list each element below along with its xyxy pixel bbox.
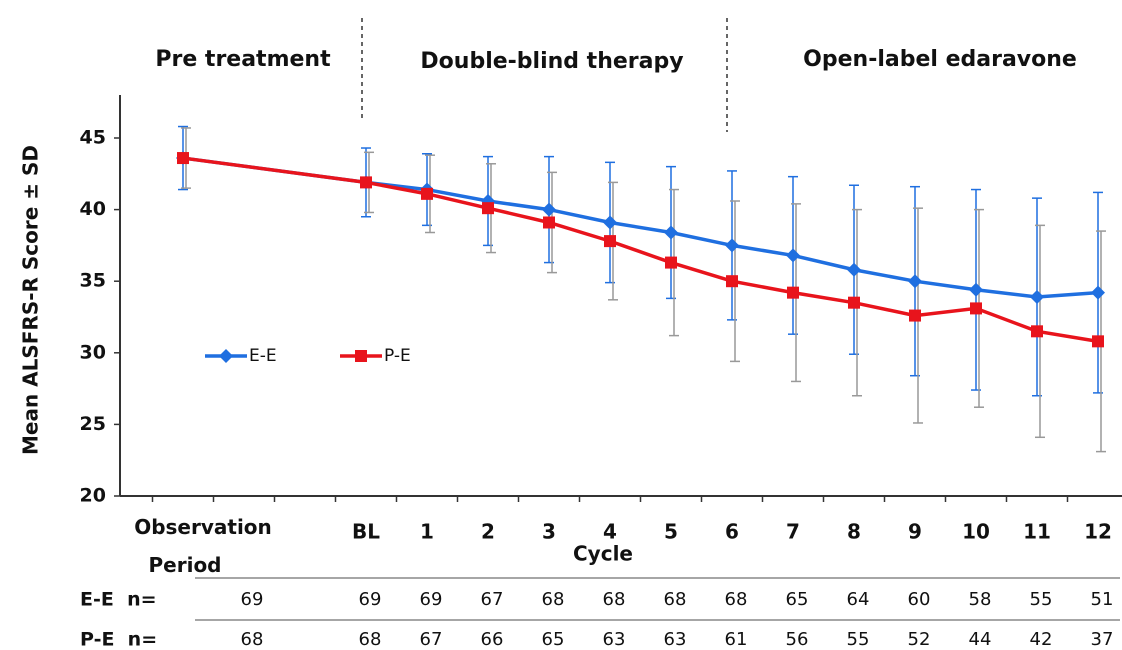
marker: [665, 256, 677, 269]
x-tick-label: 7: [786, 520, 800, 544]
table-cell: 67: [420, 629, 443, 650]
marker: [908, 274, 922, 289]
table-cell: 68: [359, 629, 382, 650]
marker: [970, 302, 982, 315]
table-cell: 60: [908, 589, 931, 610]
marker: [847, 262, 861, 277]
marker: [726, 275, 738, 288]
table-cell: 63: [664, 629, 687, 650]
marker: [1031, 325, 1043, 338]
x-tick-label: 5: [664, 520, 678, 544]
table-cell: 37: [1091, 629, 1114, 650]
x-tick-label: 3: [542, 520, 556, 544]
y-tick-label: 30: [80, 341, 106, 363]
table-cell: 68: [725, 589, 748, 610]
marker: [482, 202, 494, 215]
marker: [725, 238, 739, 253]
x-tick-label: 10: [962, 520, 990, 544]
table-cell: 65: [542, 629, 565, 650]
marker: [787, 286, 799, 299]
x-tick-label: 1: [420, 520, 434, 544]
legend-marker: [355, 350, 367, 362]
marker: [664, 225, 678, 240]
marker: [1030, 289, 1044, 304]
x-tick-label: 12: [1084, 520, 1112, 544]
table-cell: 64: [847, 589, 870, 610]
x-tick-label: BL: [352, 520, 380, 544]
table-cell: 58: [969, 589, 992, 610]
y-axis-label: Mean ALSFRS-R Score ± SD: [19, 145, 43, 455]
table-row-label: P-E n=: [80, 629, 157, 650]
table-row-label: E-E n=: [80, 589, 157, 611]
y-tick-label: 40: [80, 198, 106, 220]
table-cell: 67: [481, 589, 504, 610]
table-cell: 51: [1091, 589, 1114, 610]
legend-label: E-E: [249, 346, 277, 366]
table-cell: 42: [1030, 629, 1053, 650]
table-cell: 56: [786, 629, 809, 650]
x-tick-label: 8: [847, 520, 861, 544]
table-cell: 69: [241, 589, 264, 610]
marker: [848, 296, 860, 309]
legend-label: P-E: [384, 346, 411, 366]
phase-label: Pre treatment: [155, 47, 331, 72]
x-axis-label: Cycle: [573, 542, 633, 566]
series-line: [182, 156, 1099, 344]
table-cell: 55: [1030, 589, 1053, 610]
x-tick-label: 2: [481, 520, 495, 544]
marker: [969, 282, 983, 297]
table-cell: 65: [786, 589, 809, 610]
y-tick-label: 45: [80, 127, 106, 149]
marker: [604, 235, 616, 248]
table-cell: 68: [542, 589, 565, 610]
series-line: [182, 156, 1099, 299]
table-cell: 44: [969, 629, 992, 650]
table-cell: 68: [603, 589, 626, 610]
marker: [786, 248, 800, 263]
phase-label: Open-label edaravone: [803, 47, 1077, 72]
table-cell: 61: [725, 629, 748, 650]
x-tick-label: 9: [908, 520, 922, 544]
table-cell: 52: [908, 629, 931, 650]
marker: [177, 152, 189, 165]
x-tick-label: Observation Period: [134, 515, 272, 577]
table-cell: 69: [359, 589, 382, 610]
table-cell: 55: [847, 629, 870, 650]
table-cell: 68: [664, 589, 687, 610]
phase-label: Double-blind therapy: [420, 49, 683, 74]
x-tick-label: 4: [603, 520, 617, 544]
marker: [909, 309, 921, 322]
marker: [1092, 335, 1104, 348]
table-cell: 66: [481, 629, 504, 650]
marker: [421, 187, 433, 200]
marker: [543, 216, 555, 229]
marker: [603, 215, 617, 230]
x-tick-label: 6: [725, 520, 739, 544]
x-tick-label: 11: [1023, 520, 1051, 544]
table-cell: 63: [603, 629, 626, 650]
table-cell: 68: [241, 629, 264, 650]
marker: [1091, 285, 1105, 300]
y-tick-label: 35: [80, 270, 106, 292]
y-tick-label: 25: [80, 413, 106, 435]
marker: [542, 202, 556, 217]
marker: [360, 176, 372, 189]
table-cell: 69: [420, 589, 443, 610]
y-tick-label: 20: [80, 485, 106, 507]
legend-marker: [219, 349, 233, 363]
